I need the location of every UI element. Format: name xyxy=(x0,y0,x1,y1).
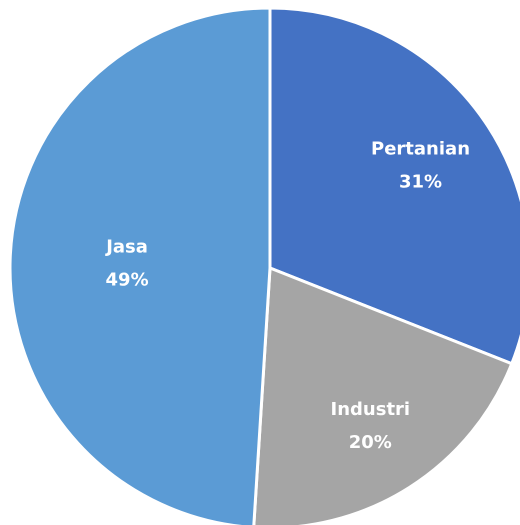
slice-value-label: 31% xyxy=(399,172,442,193)
slice-label: Industri xyxy=(331,399,411,420)
pie-slice xyxy=(252,265,514,525)
slice-value-label: 20% xyxy=(349,432,392,453)
slice-label: Jasa xyxy=(104,237,148,258)
slice-value-label: 49% xyxy=(106,270,149,291)
pie-slice xyxy=(8,6,272,525)
pie-slice xyxy=(268,6,520,366)
slice-label: Pertanian xyxy=(371,139,470,160)
